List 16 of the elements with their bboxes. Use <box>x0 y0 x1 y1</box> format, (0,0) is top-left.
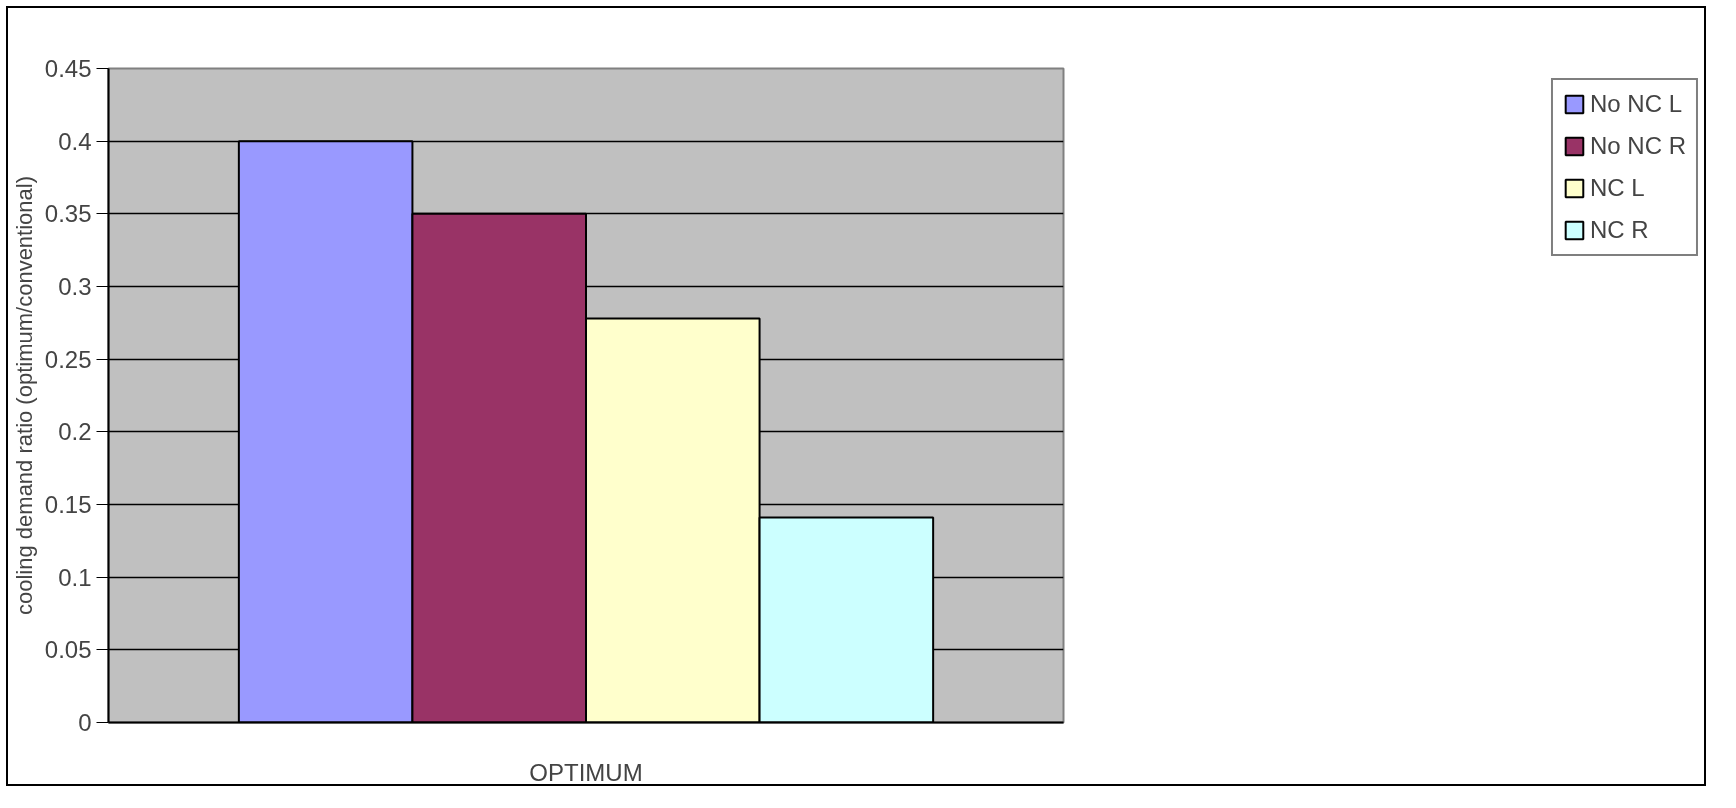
legend-label: NC L <box>1589 174 1645 202</box>
y-tick-label: 0.4 <box>58 127 92 155</box>
y-tick-label: 0 <box>78 709 92 736</box>
y-axis-title: cooling demand ratio (optimum/conventional) <box>11 175 37 616</box>
y-tick-label: 0.25 <box>44 345 92 373</box>
legend-label: No NC R <box>1589 132 1686 160</box>
y-tick-label: 0.15 <box>44 491 92 518</box>
x-tick-label: OPTIMUM <box>529 758 643 786</box>
legend-label: NC R <box>1589 216 1649 244</box>
y-tick-label: 0.2 <box>58 418 92 446</box>
y-tick-label: 0.1 <box>58 563 92 591</box>
y-tick-label: 0.45 <box>44 55 92 82</box>
y-tick-label: 0.35 <box>44 200 92 228</box>
y-tick-label: 0.3 <box>58 273 92 300</box>
legend-label: No NC L <box>1589 90 1683 118</box>
y-tick-label: 0.05 <box>44 636 92 664</box>
